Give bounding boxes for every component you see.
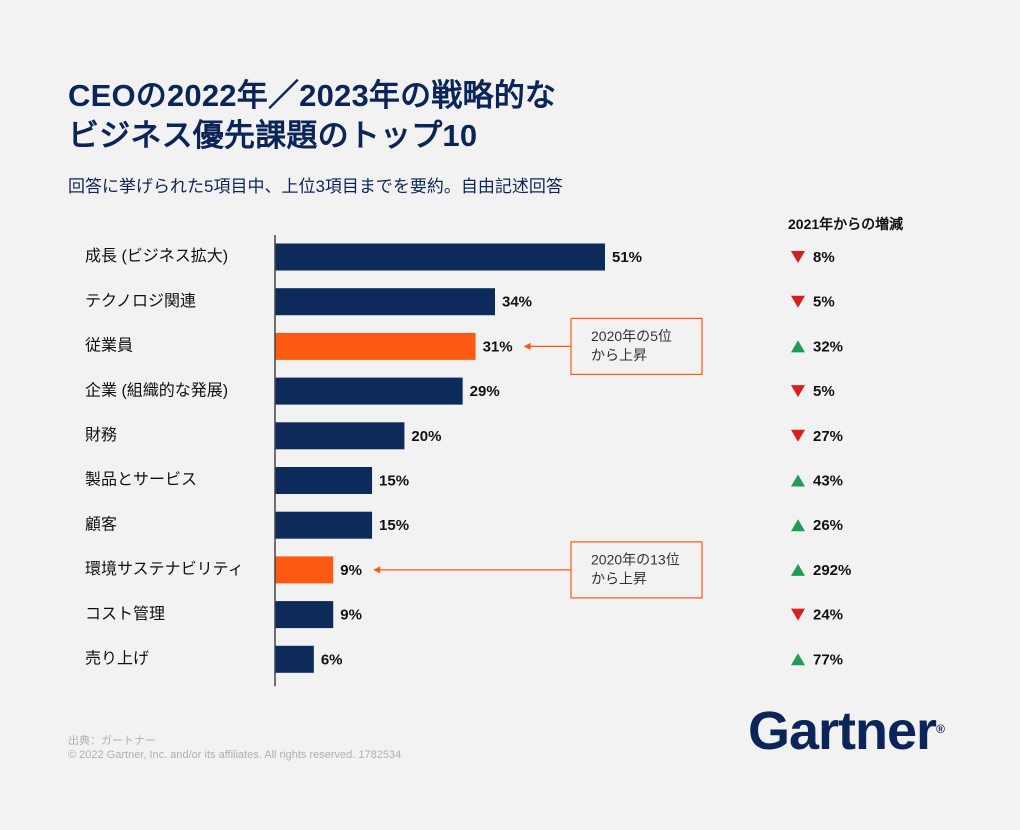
annotation-arrow-icon (373, 566, 381, 574)
footer-copyright: © 2022 Gartner, Inc. and/or its affiliat… (68, 749, 402, 761)
change-label: 27% (813, 428, 843, 445)
annotation-box (570, 317, 703, 375)
chart-title: CEOの2022年／2023年の戦略的な ビジネス優先課題のトップ10 (68, 76, 556, 156)
category-label: 従業員 (85, 337, 133, 355)
value-label: 31% (483, 338, 513, 355)
bar (275, 377, 463, 405)
category-label: コスト管理 (85, 605, 165, 623)
value-label: 15% (379, 472, 409, 489)
category-label: 企業 (組織的な発展) (85, 381, 228, 399)
bar (275, 601, 334, 629)
annotation-text: 2020年の13位 (591, 552, 680, 568)
change-label: 43% (813, 472, 843, 489)
bar (275, 467, 373, 494)
bar (275, 511, 373, 539)
change-label: 5% (813, 383, 835, 400)
triangle-up-icon (791, 340, 805, 353)
gartner-logo: Gartner® (748, 700, 945, 762)
logo-text: Gartner (748, 701, 937, 761)
annotation-text: 2020年の5位 (591, 328, 672, 344)
annotation-text: から上昇 (591, 571, 647, 587)
change-label: 5% (813, 294, 835, 311)
value-label: 29% (470, 383, 500, 400)
triangle-down-icon (791, 429, 805, 442)
value-label: 51% (612, 249, 642, 266)
change-label: 77% (813, 651, 843, 668)
annotation-box (570, 541, 703, 599)
annotation-arrow-icon (523, 342, 531, 350)
annotation-text: から上昇 (591, 347, 647, 363)
footer-source: 出典：ガートナー (68, 735, 156, 747)
triangle-up-icon (791, 519, 805, 532)
change-label: 24% (813, 607, 843, 624)
triangle-up-icon (791, 474, 805, 487)
bar (275, 556, 334, 584)
change-label: 8% (813, 249, 835, 266)
change-label: 292% (813, 562, 851, 579)
value-label: 15% (379, 517, 409, 534)
triangle-up-icon (791, 563, 805, 576)
bar (275, 243, 605, 271)
value-label: 9% (340, 562, 362, 579)
category-label: テクノロジ関連 (85, 292, 196, 310)
bar (275, 288, 495, 316)
category-label: 財務 (85, 426, 117, 444)
value-label: 34% (502, 294, 532, 311)
chart-subtitle: 回答に挙げられた5項目中、上位3項目までを要約。自由記述回答 (68, 177, 563, 196)
triangle-up-icon (791, 653, 805, 666)
triangle-down-icon (791, 608, 805, 621)
category-label: 環境サステナビリティ (85, 559, 244, 578)
value-label: 20% (411, 428, 441, 445)
change-label: 32% (813, 338, 843, 355)
chart-title-line2: ビジネス優先課題のトップ10 (68, 118, 478, 153)
value-label: 6% (321, 651, 343, 668)
change-label: 26% (813, 517, 843, 534)
triangle-down-icon (791, 251, 805, 263)
bar (275, 645, 314, 673)
chart-title-line1: CEOの2022年／2023年の戦略的な (68, 78, 557, 113)
category-label: 成長 (ビジネス拡大) (85, 247, 228, 265)
category-label: 売り上げ (85, 650, 149, 668)
bar (275, 422, 405, 450)
bar (275, 332, 476, 360)
triangle-down-icon (791, 295, 805, 308)
logo-registered-mark: ® (936, 722, 945, 736)
category-label: 顧客 (85, 515, 117, 533)
category-label: 製品とサービス (85, 471, 197, 489)
triangle-down-icon (791, 385, 805, 398)
value-label: 9% (340, 607, 362, 624)
change-column-header: 2021年からの増減 (788, 216, 904, 232)
